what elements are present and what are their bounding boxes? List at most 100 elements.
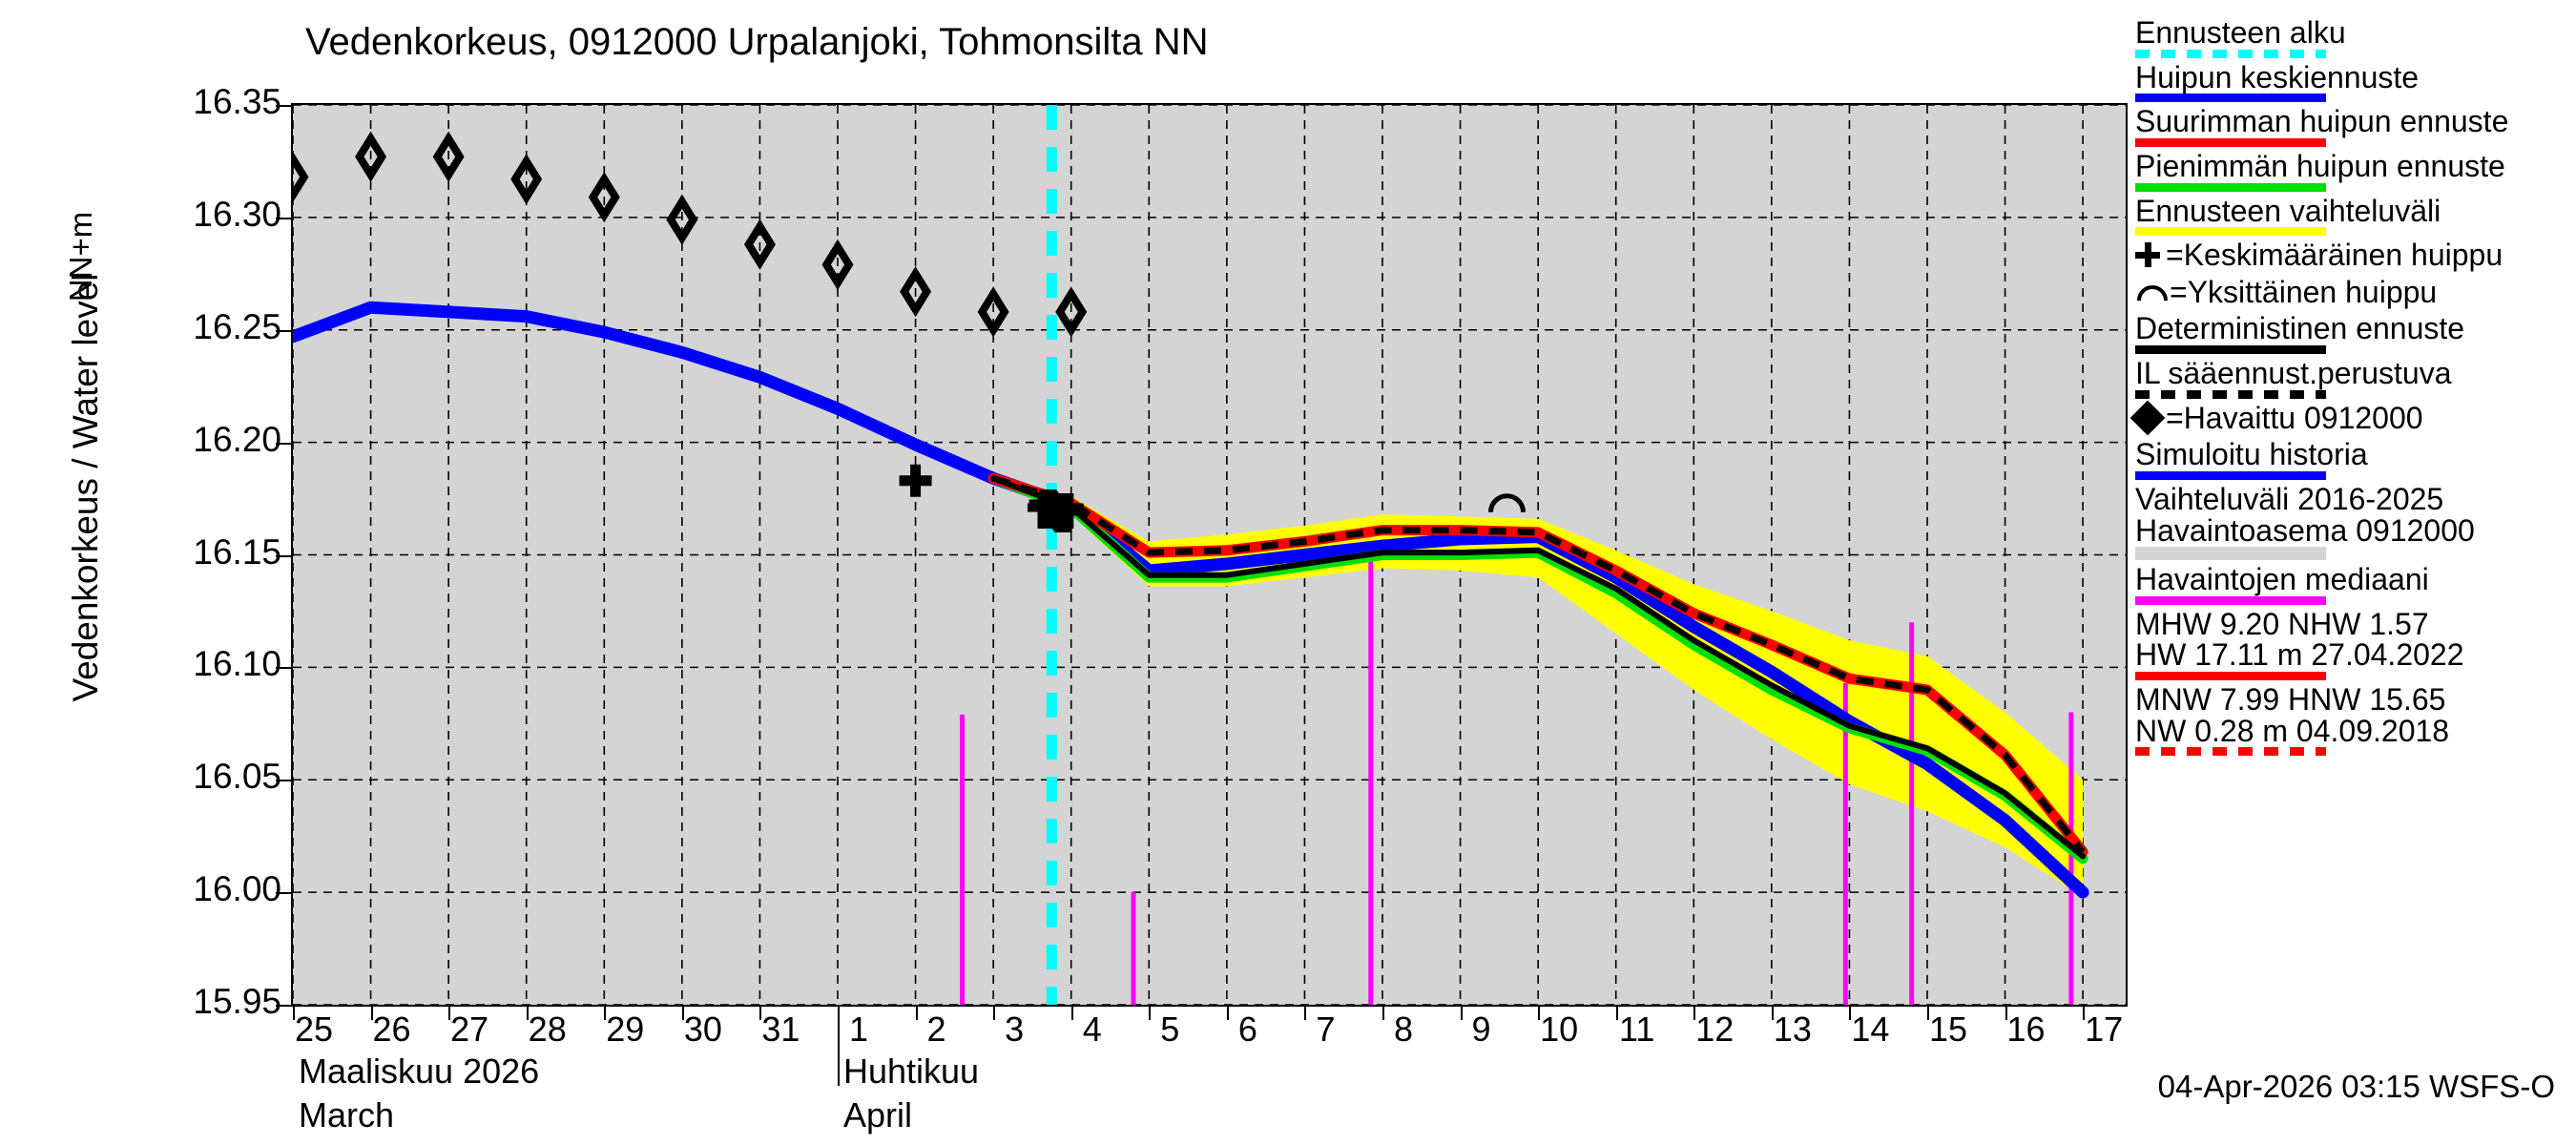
- x-tick-mark: [1849, 1007, 1852, 1020]
- x-tick-mark: [604, 1007, 607, 1020]
- x-tick-mark: [1070, 1007, 1073, 1020]
- x-tick-label: 6: [1237, 1010, 1257, 1049]
- legend-swatch: [2135, 672, 2326, 680]
- legend-swatch: [2135, 747, 2326, 757]
- observed-diamond-icon: [2129, 400, 2166, 436]
- legend-item: Vaihteluväli 2016-2025: [2135, 484, 2574, 515]
- y-tick-mark: [276, 217, 291, 219]
- legend-label: Ennusteen vaihteluväli: [2135, 193, 2441, 228]
- legend-label: Deterministinen ennuste: [2135, 311, 2465, 346]
- month-label-en: April: [842, 1095, 913, 1135]
- x-tick-mark: [1304, 1007, 1307, 1020]
- month-label-en: March: [299, 1095, 395, 1135]
- legend-label: Vaihteluväli 2016-2025: [2135, 481, 2444, 516]
- legend-label: =Yksittäinen huippu: [2170, 274, 2438, 309]
- legend-label: MHW 9.20 NHW 1.57: [2135, 606, 2429, 641]
- timestamp-stamp: 04-Apr-2026 03:15 WSFS-O: [2157, 1069, 2555, 1104]
- y-tick-label: 16.00: [193, 869, 281, 909]
- legend-label: Pienimmän huipun ennuste: [2135, 148, 2505, 183]
- x-tick-label: 28: [528, 1010, 567, 1049]
- plot-svg: [293, 105, 2126, 1005]
- y-tick-label: 16.25: [193, 306, 281, 346]
- month-label-fi: Huhtikuu: [842, 1051, 980, 1091]
- legend-swatch: [2135, 227, 2326, 237]
- legend-item: Suurimman huipun ennuste: [2135, 106, 2574, 147]
- x-tick-mark: [1538, 1007, 1541, 1020]
- legend-label: Simuloitu historia: [2135, 437, 2368, 472]
- legend-item: Pienimmän huipun ennuste: [2135, 151, 2574, 192]
- x-tick-mark: [681, 1007, 684, 1020]
- y-tick-mark: [276, 892, 291, 895]
- legend-item: Havaintoasema 0912000: [2135, 512, 2574, 561]
- mean-peak-icon: [2135, 242, 2160, 268]
- y-tick-mark: [276, 442, 291, 445]
- x-tick-label: 25: [294, 1010, 334, 1049]
- month-separator: [837, 1013, 840, 1086]
- x-tick-mark: [1926, 1007, 1929, 1020]
- y-tick-mark: [276, 554, 291, 557]
- x-tick-mark: [526, 1007, 529, 1020]
- x-tick-label: 29: [606, 1010, 645, 1049]
- x-tick-mark: [293, 1007, 295, 1020]
- x-tick-mark: [1226, 1007, 1229, 1020]
- legend-item: =Yksittäinen huippu: [2135, 277, 2574, 308]
- plot-area: [291, 103, 2128, 1007]
- legend-item: Ennusteen alku: [2135, 17, 2574, 58]
- y-tick-mark: [276, 105, 291, 107]
- legend-swatch: [2135, 595, 2326, 605]
- x-tick-label: 3: [1005, 1010, 1025, 1049]
- legend-label: Havaintoasema 0912000: [2135, 512, 2475, 548]
- legend-swatch: [2135, 547, 2326, 561]
- legend-label: Ennusteen alku: [2135, 15, 2346, 50]
- legend-label: IL sääennust.perustuva: [2135, 356, 2452, 390]
- legend-item: MHW 9.20 NHW 1.57: [2135, 609, 2574, 640]
- x-tick-label: 27: [450, 1010, 489, 1049]
- x-tick-label: 9: [1471, 1010, 1491, 1049]
- page-title: Vedenkorkeus, 0912000 Urpalanjoki, Tohmo…: [305, 21, 1209, 63]
- x-tick-label: 7: [1316, 1010, 1336, 1049]
- x-tick-mark: [1771, 1007, 1774, 1020]
- legend-swatch: [2135, 470, 2326, 480]
- legend-item: Simuloitu historia: [2135, 439, 2574, 480]
- legend-item: Huipun keskiennuste: [2135, 59, 2574, 103]
- legend-label: Huipun keskiennuste: [2135, 59, 2420, 94]
- y-tick-label: 16.05: [193, 757, 281, 797]
- x-tick-label: 14: [1851, 1010, 1890, 1049]
- x-tick-label: 13: [1773, 1010, 1812, 1049]
- legend-item: HW 17.11 m 27.04.2022: [2135, 639, 2574, 680]
- y-tick-label: 16.30: [193, 194, 281, 234]
- legend-label: NW 0.28 m 04.09.2018: [2135, 713, 2450, 748]
- x-tick-label: 2: [926, 1010, 946, 1049]
- legend-label: MNW 7.99 HNW 15.65: [2135, 682, 2446, 717]
- legend-label: =Havaittu 0912000: [2166, 400, 2423, 435]
- legend-label: Havaintojen mediaani: [2135, 562, 2429, 597]
- x-tick-mark: [2083, 1007, 2086, 1020]
- legend-swatch: [2135, 49, 2326, 58]
- y-tick-label: 16.20: [193, 419, 281, 459]
- x-tick-mark: [1381, 1007, 1384, 1020]
- x-tick-mark: [993, 1007, 996, 1020]
- legend-item: MNW 7.99 HNW 15.65: [2135, 684, 2574, 716]
- y-tick-label: 16.35: [193, 82, 281, 121]
- y-tick-mark: [276, 1005, 291, 1007]
- x-tick-label: 10: [1540, 1010, 1579, 1049]
- x-tick-label: 8: [1393, 1010, 1413, 1049]
- legend-item: Havaintojen mediaani: [2135, 564, 2574, 605]
- y-axis-unit-label: NN+m: [63, 211, 98, 302]
- legend-swatch: [2135, 345, 2326, 354]
- legend-item: Ennusteen vaihteluväli: [2135, 193, 2574, 237]
- legend-swatch: [2135, 137, 2326, 147]
- x-tick-mark: [1149, 1007, 1152, 1020]
- x-tick-label: 12: [1695, 1010, 1735, 1049]
- x-tick-mark: [370, 1007, 373, 1020]
- x-tick-label: 17: [2085, 1010, 2124, 1049]
- x-tick-label: 30: [683, 1010, 722, 1049]
- legend-item: Deterministinen ennuste: [2135, 313, 2574, 354]
- legend-swatch: [2135, 94, 2326, 103]
- x-tick-label: 4: [1082, 1010, 1102, 1049]
- x-tick-mark: [1460, 1007, 1463, 1020]
- y-tick-label: 15.95: [193, 982, 281, 1021]
- y-tick-mark: [276, 667, 291, 670]
- x-tick-mark: [448, 1007, 451, 1020]
